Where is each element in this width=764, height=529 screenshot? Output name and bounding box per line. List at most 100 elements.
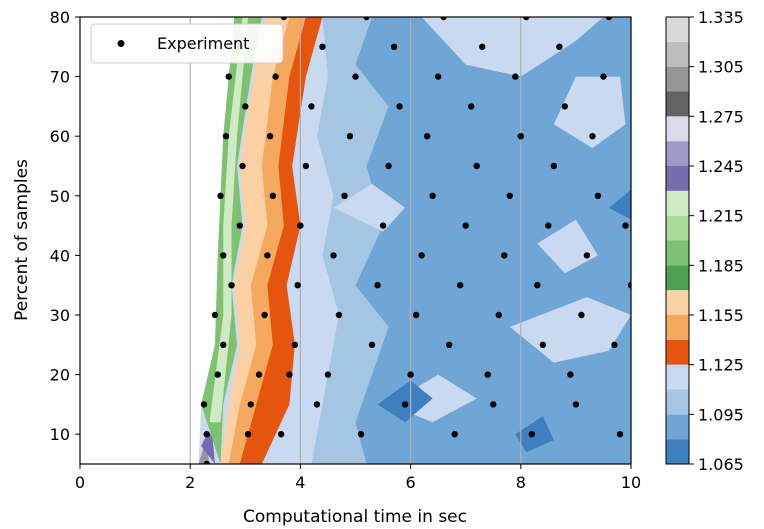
- experiment-point: [220, 341, 227, 348]
- colorbar-tick-label: 1.245: [698, 157, 744, 176]
- experiment-point: [286, 371, 293, 378]
- x-tick-label: 4: [295, 473, 305, 492]
- experiment-point: [468, 103, 475, 110]
- contour-field: [198, 17, 631, 464]
- experiment-point: [611, 341, 618, 348]
- colorbar-tick-label: 1.215: [698, 207, 744, 226]
- colorbar-segment: [666, 141, 689, 166]
- experiment-point: [211, 311, 219, 319]
- colorbar-segment: [666, 265, 689, 291]
- colorbar-tick-label: 1.335: [698, 8, 744, 27]
- experiment-point: [203, 431, 210, 438]
- experiment-point: [512, 73, 519, 80]
- colorbar-tick-label: 1.305: [698, 58, 744, 77]
- colorbar-segment: [666, 166, 689, 191]
- frontier-band-5: [220, 17, 295, 464]
- y-tick-label: 60: [50, 127, 70, 146]
- experiment-point: [429, 192, 436, 199]
- colorbar-tick-label: 1.065: [698, 455, 744, 474]
- experiment-point: [495, 311, 502, 319]
- colorbar-tick-label: 1.125: [698, 356, 744, 375]
- experiment-point: [266, 133, 274, 140]
- x-tick-label: 2: [185, 473, 195, 492]
- experiment-point: [247, 401, 255, 408]
- experiment-point: [294, 282, 301, 289]
- experiment-point: [517, 133, 524, 140]
- y-tick-label: 10: [50, 425, 70, 444]
- y-axis-ticks: 10 20 30 40 50 60 70 80: [50, 8, 80, 444]
- x-tick-label: 6: [406, 473, 416, 492]
- colorbar-segment: [666, 17, 689, 42]
- experiment-point: [440, 17, 447, 21]
- plot-frame: [79, 16, 632, 465]
- contour-patch-5: [333, 183, 406, 232]
- experiment-point: [319, 43, 326, 50]
- experiment-point: [341, 192, 348, 199]
- frontier-band-4: [209, 17, 249, 423]
- colorbar-segment: [666, 116, 689, 142]
- y-tick-label: 20: [50, 366, 70, 385]
- colorbar-segment: [666, 439, 689, 464]
- experiment-point: [242, 103, 249, 110]
- experiment-point: [528, 431, 536, 438]
- frontier-band-7: [239, 17, 323, 464]
- experiment-point: [401, 401, 409, 408]
- experiment-point: [462, 222, 469, 229]
- experiment-point: [222, 133, 230, 140]
- colorbar-tick-label: 1.185: [698, 256, 744, 275]
- frontier-band-2: [201, 434, 215, 464]
- experiment-point: [335, 311, 343, 319]
- experiment-point: [434, 73, 442, 80]
- colorbar-segment: [666, 215, 689, 241]
- x-tick-label: 10: [621, 473, 641, 492]
- experiment-point: [545, 222, 552, 229]
- contour-dark-patch-3: [608, 189, 631, 220]
- x-axis-label: Computational time in sec: [243, 507, 467, 527]
- x-tick-label: 0: [75, 473, 85, 492]
- y-tick-label: 40: [50, 246, 70, 265]
- y-tick-label: 50: [50, 187, 70, 206]
- experiment-point: [412, 311, 420, 319]
- colorbar-segment: [666, 414, 689, 440]
- x-tick-label: 8: [516, 473, 526, 492]
- experiment-point: [572, 401, 580, 408]
- experiment-point: [445, 341, 453, 348]
- experiment-point: [484, 371, 491, 378]
- colorbar: [666, 17, 689, 464]
- colorbar-segment: [666, 190, 689, 216]
- experiment-point: [550, 162, 558, 170]
- legend-label: Experiment: [157, 34, 249, 53]
- colorbar-segment: [666, 91, 689, 117]
- experiment-point: [236, 222, 243, 229]
- experiment-point: [313, 401, 321, 408]
- experiment-point: [556, 43, 563, 50]
- experiment-point: [600, 73, 607, 80]
- experiment-point: [396, 103, 403, 110]
- experiment-point: [244, 431, 252, 438]
- experiment-point: [308, 103, 315, 110]
- experiment-point: [583, 252, 591, 259]
- experiment-point: [200, 401, 208, 408]
- colorbar-segment: [666, 364, 689, 390]
- experiment-point: [269, 192, 277, 199]
- experiment-point: [451, 431, 458, 438]
- experiment-point: [277, 431, 285, 438]
- colorbar-segment: [666, 240, 689, 266]
- experiment-point: [390, 43, 398, 50]
- experiment-point: [578, 311, 585, 319]
- legend-box: [90, 23, 284, 64]
- colorbar-frame: [665, 16, 690, 465]
- experiment-point: [357, 431, 365, 438]
- experiment-point: [363, 17, 370, 21]
- colorbar-segment: [666, 389, 689, 415]
- experiment-point: [228, 282, 235, 289]
- experiment-point: [330, 252, 337, 259]
- experiment-point: [506, 192, 513, 199]
- experiment-point: [534, 282, 541, 289]
- colorbar-segment: [666, 339, 689, 365]
- contour-patch-1: [421, 17, 604, 77]
- experiment-point: [479, 43, 486, 50]
- experiment-point: [291, 341, 299, 348]
- experiment-point: [501, 252, 508, 259]
